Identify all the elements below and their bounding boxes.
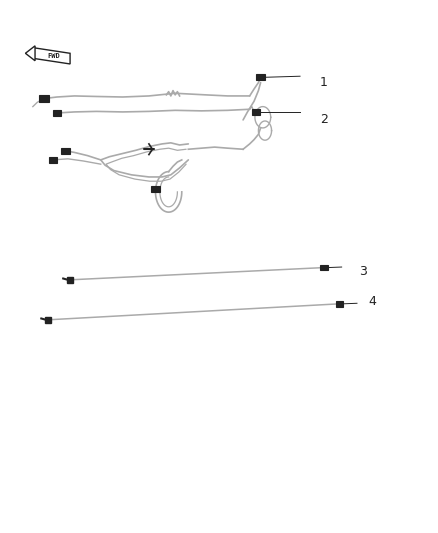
FancyBboxPatch shape: [49, 157, 57, 163]
Text: FWD: FWD: [47, 53, 60, 59]
Text: 3: 3: [359, 265, 367, 278]
Text: 2: 2: [320, 114, 328, 126]
FancyBboxPatch shape: [53, 110, 61, 116]
FancyBboxPatch shape: [336, 301, 343, 306]
Text: 4: 4: [368, 295, 376, 308]
FancyBboxPatch shape: [151, 186, 160, 192]
FancyBboxPatch shape: [320, 265, 328, 270]
Polygon shape: [25, 46, 35, 61]
FancyBboxPatch shape: [256, 74, 265, 80]
Polygon shape: [27, 48, 70, 64]
Text: 1: 1: [320, 76, 328, 89]
FancyBboxPatch shape: [61, 148, 70, 154]
FancyBboxPatch shape: [252, 109, 260, 115]
FancyBboxPatch shape: [39, 95, 49, 102]
